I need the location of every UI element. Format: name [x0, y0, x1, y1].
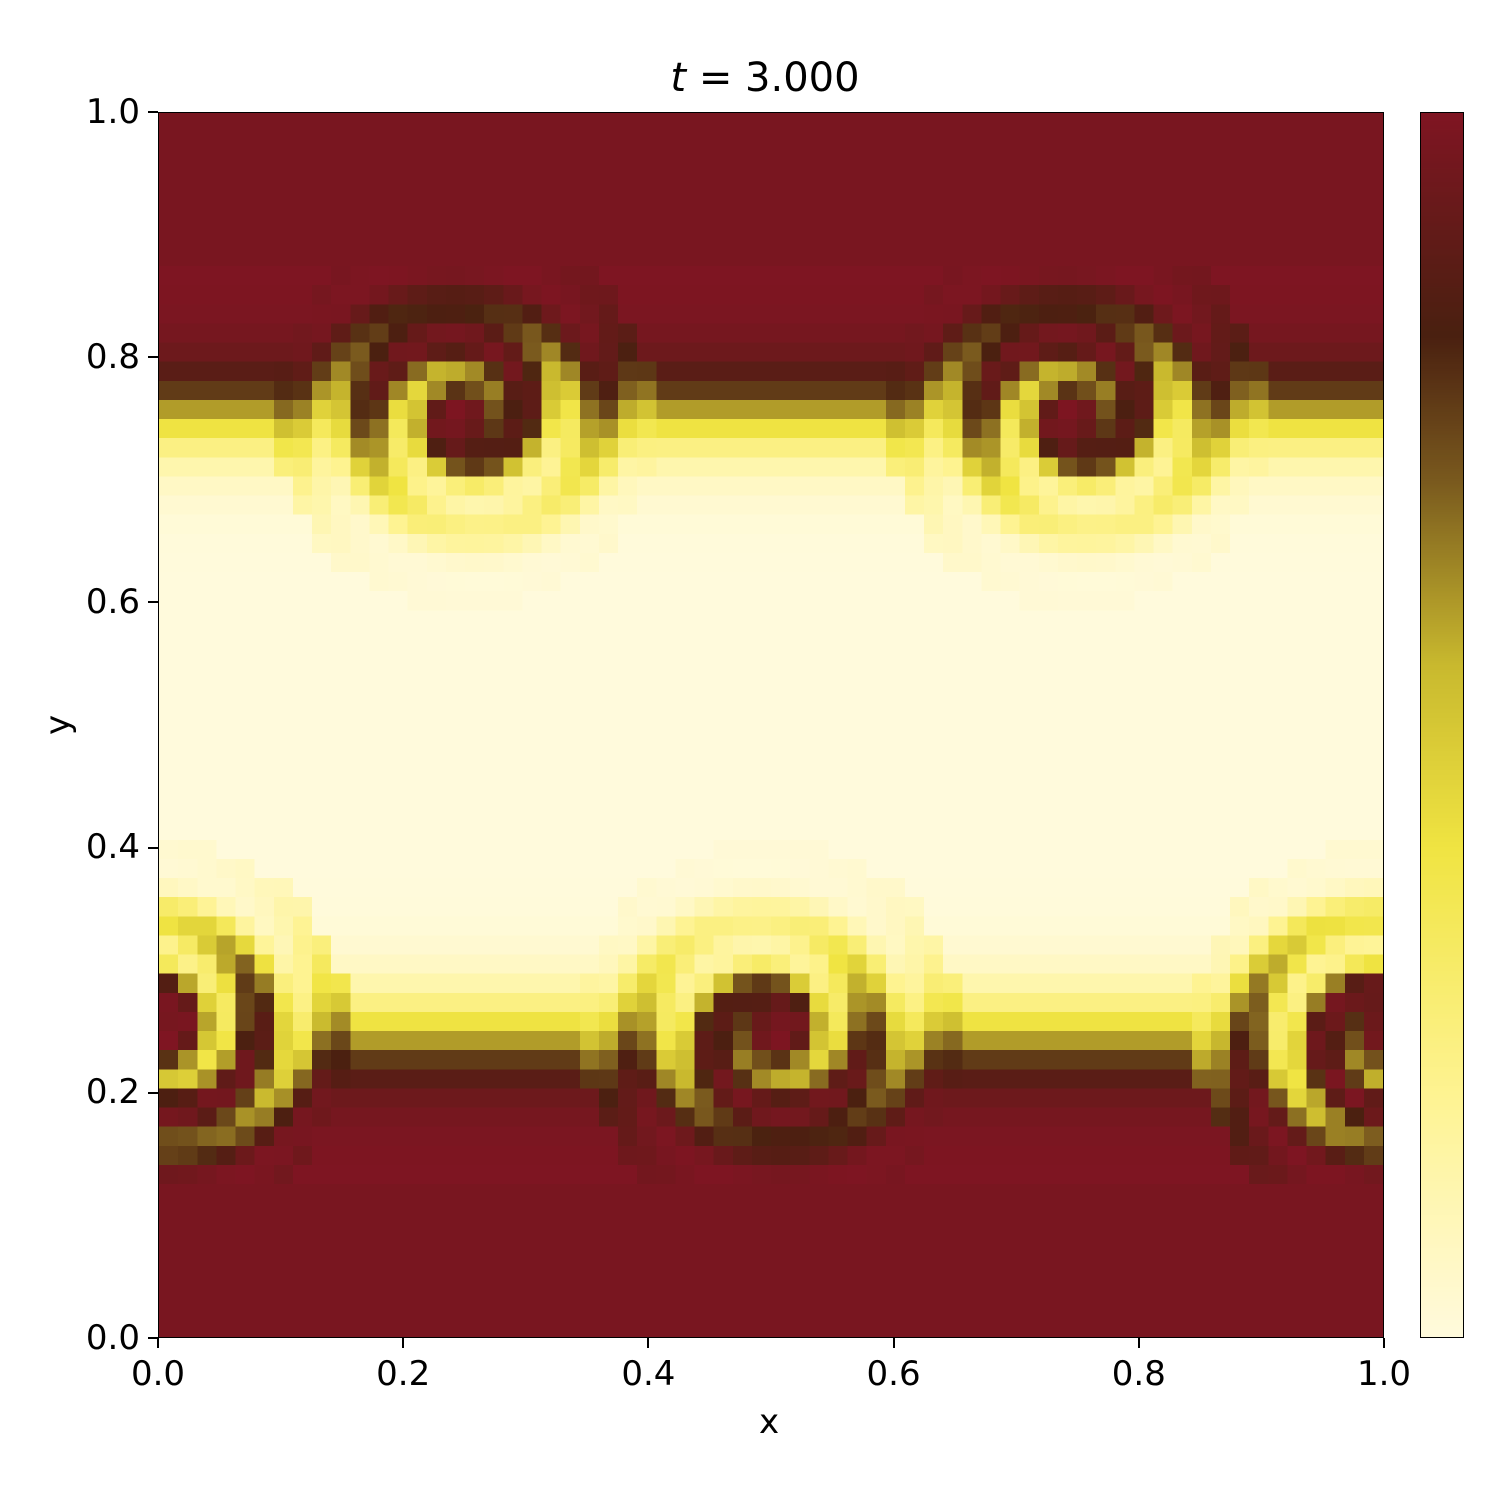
colorbar — [1420, 112, 1464, 1338]
figure: t = 3.000 x y 0.0 0.2 0.4 0.6 0.8 1.0 0.0 0.2 0.… — [0, 0, 1500, 1500]
y-tick — [148, 1337, 158, 1339]
x-tick-label: 0.2 — [373, 1354, 433, 1394]
y-tick — [148, 847, 158, 849]
x-tick — [1383, 1338, 1385, 1348]
y-tick — [148, 111, 158, 113]
x-tick-label: 1.0 — [1354, 1354, 1414, 1394]
heatmap-plot — [158, 112, 1384, 1338]
y-tick-label: 1.0 — [68, 92, 140, 132]
x-tick — [1138, 1338, 1140, 1348]
y-tick — [148, 1092, 158, 1094]
x-tick-label: 0.8 — [1109, 1354, 1169, 1394]
y-axis-label: y — [38, 715, 78, 735]
x-tick-label: 0.6 — [864, 1354, 924, 1394]
x-tick — [647, 1338, 649, 1348]
x-tick — [157, 1338, 159, 1348]
y-tick — [148, 356, 158, 358]
y-tick-label: 0.6 — [68, 582, 140, 622]
plot-title: t = 3.000 — [140, 55, 1390, 101]
y-tick-label: 0.0 — [68, 1318, 140, 1358]
x-tick-label: 0.4 — [618, 1354, 678, 1394]
x-tick — [402, 1338, 404, 1348]
y-tick-label: 0.2 — [68, 1072, 140, 1112]
x-tick — [893, 1338, 895, 1348]
y-tick-label: 0.4 — [68, 827, 140, 867]
colorbar-canvas — [1421, 113, 1463, 1337]
y-tick — [148, 601, 158, 603]
heatmap-canvas — [159, 113, 1383, 1337]
x-axis-label: x — [759, 1402, 779, 1442]
y-tick-label: 0.8 — [68, 337, 140, 377]
x-tick-label: 0.0 — [128, 1354, 188, 1394]
